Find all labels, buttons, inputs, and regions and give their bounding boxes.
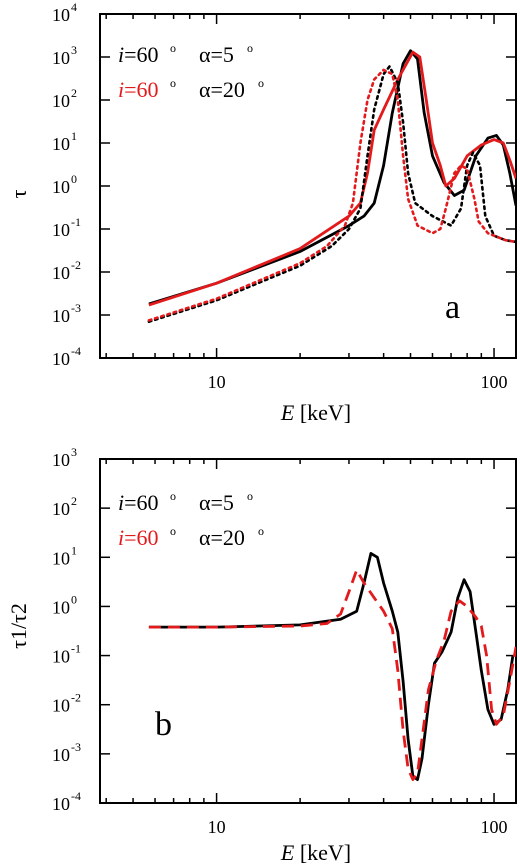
legend-i-value: =60 (124, 525, 158, 550)
legend-inclination: i=60 (118, 42, 159, 67)
y-tick-exponent: -2 (71, 258, 81, 272)
y-tick-label: 10 (52, 794, 70, 814)
y-tick-exponent: 2 (71, 86, 77, 100)
legend-i-symbol: i (118, 42, 124, 67)
legend-alpha-degree: o (247, 489, 253, 503)
x-axis-symbol: E (280, 400, 295, 425)
x-tick-label: 100 (481, 372, 508, 392)
y-tick-exponent: -3 (71, 740, 81, 754)
y-tick-exponent: 3 (71, 445, 77, 459)
legend-alpha: α=5 (199, 42, 234, 67)
y-tick-label: 10 (52, 597, 70, 617)
plot-frame (99, 458, 517, 804)
legend-alpha-degree: o (247, 41, 253, 55)
x-axis-label: E [keV] (280, 400, 351, 425)
y-tick-exponent: -4 (71, 344, 81, 358)
x-axis-unit: [keV] (294, 400, 351, 425)
legend-i-symbol: i (118, 525, 124, 550)
legend-alpha-degree: o (258, 524, 264, 538)
y-tick-label: 10 (52, 220, 70, 240)
x-tick-label: 10 (208, 817, 226, 837)
x-axis-label: E [keV] (280, 840, 351, 865)
y-tick-exponent: -3 (71, 301, 81, 315)
y-tick-label: 10 (52, 450, 70, 470)
x-tick-label: 100 (481, 817, 508, 837)
y-tick-label: 10 (52, 263, 70, 283)
legend-alpha-degree: o (258, 76, 264, 90)
y-tick-label: 10 (52, 306, 70, 326)
x-axis-symbol: E (280, 840, 295, 865)
y-tick-label: 10 (52, 499, 70, 519)
series-line-dotted (147, 68, 516, 322)
y-axis-label: τ1/τ2 (6, 603, 31, 649)
legend-i-value: =60 (124, 42, 158, 67)
y-tick-exponent: -2 (71, 691, 81, 705)
y-tick-label: 10 (52, 5, 70, 25)
legend-i-symbol: i (118, 77, 124, 102)
panel-letter: a (445, 289, 460, 326)
legend-i-degree: o (170, 489, 176, 503)
x-axis-unit: [keV] (294, 840, 351, 865)
panel-letter: b (155, 706, 172, 743)
series-line-solid (148, 49, 516, 306)
y-tick-exponent: 4 (71, 0, 77, 14)
legend-alpha: α=20 (199, 525, 245, 550)
legend-inclination: i=60 (118, 525, 159, 550)
y-tick-label: 10 (52, 134, 70, 154)
y-tick-exponent: -1 (71, 215, 81, 229)
series-line-dotted (147, 65, 516, 323)
y-tick-label: 10 (52, 745, 70, 765)
y-tick-label: 10 (52, 91, 70, 111)
y-tick-exponent: 1 (71, 543, 77, 557)
legend-i-value: =60 (124, 490, 158, 515)
y-tick-label: 10 (52, 48, 70, 68)
y-tick-exponent: 0 (71, 592, 77, 606)
legend-i-symbol: i (118, 490, 124, 515)
series-line-solid (148, 552, 515, 781)
series-line-solid (148, 50, 516, 307)
legend-alpha: α=5 (199, 490, 234, 515)
legend-i-degree: o (170, 76, 176, 90)
legend-i-value: =60 (124, 77, 158, 102)
y-tick-exponent: 1 (71, 129, 77, 143)
legend-i-degree: o (170, 41, 176, 55)
y-tick-label: 10 (52, 548, 70, 568)
y-axis-label: τ (6, 189, 31, 198)
legend-alpha: α=20 (199, 77, 245, 102)
y-tick-label: 10 (52, 349, 70, 369)
y-tick-exponent: 3 (71, 43, 77, 57)
legend-inclination: i=60 (118, 490, 159, 515)
legend-inclination: i=60 (118, 77, 159, 102)
y-tick-label: 10 (52, 647, 70, 667)
y-tick-exponent: -1 (71, 642, 81, 656)
y-tick-exponent: -4 (71, 789, 81, 803)
y-tick-label: 10 (52, 696, 70, 716)
y-tick-exponent: 0 (71, 172, 77, 186)
series-line-dashed (148, 568, 516, 781)
y-tick-exponent: 2 (71, 494, 77, 508)
x-tick-label: 10 (208, 372, 226, 392)
legend-i-degree: o (170, 524, 176, 538)
y-tick-label: 10 (52, 177, 70, 197)
